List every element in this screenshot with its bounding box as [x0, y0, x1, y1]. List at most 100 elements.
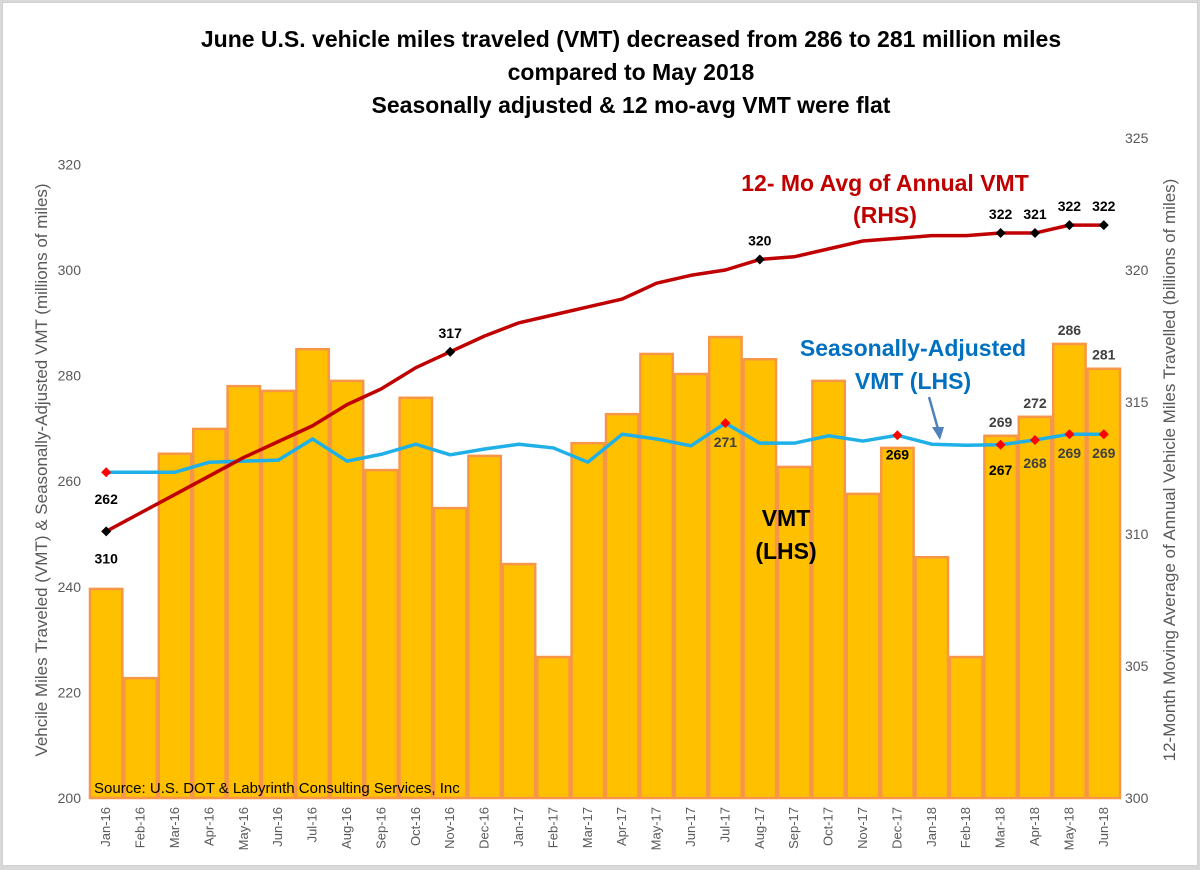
- arrow-head-icon: [932, 427, 944, 440]
- left-tick-label: 280: [58, 368, 82, 384]
- avg-marker-27: [1030, 228, 1040, 239]
- x-tick-label: Dec-17: [889, 807, 904, 849]
- sa-marker-23: [892, 430, 903, 441]
- avg-marker-10: [445, 346, 456, 357]
- x-tick-label: May-18: [1061, 807, 1076, 850]
- bar-aug-17: [742, 357, 778, 800]
- title-line-3: Seasonally adjusted & 12 mo-avg VMT were…: [372, 92, 891, 118]
- avg-data-label: 320: [748, 232, 772, 248]
- sa-data-label: 269: [1058, 445, 1082, 461]
- x-axis-ticks: Jan-16 Feb-16 Mar-16 Apr-16 May-16 Jun-16 Jul-…: [98, 807, 1111, 850]
- sa-data-label: 269: [886, 446, 910, 462]
- avg-data-label: 317: [439, 325, 463, 341]
- bar-data-label: 281: [1092, 347, 1116, 363]
- seasonally-adjusted-line: [101, 418, 1109, 478]
- avg-line-path: [105, 223, 1104, 533]
- annotation-avg-line-2: (RHS): [853, 202, 917, 228]
- vmt-chart: June U.S. vehicle miles traveled (VMT) d…: [32, 26, 1179, 850]
- x-tick-label: Sep-17: [786, 807, 801, 849]
- right-axis-ticks: 300 305 310 315 320 325: [1125, 130, 1149, 806]
- right-axis-title: 12-Month Moving Average of Annual Vehicl…: [1160, 179, 1179, 762]
- bar-apr-18: [1017, 415, 1053, 800]
- sa-marker-26: [995, 439, 1006, 450]
- x-tick-label: Feb-16: [133, 807, 148, 848]
- moving-average-line: [101, 220, 1109, 537]
- x-tick-label: Jun-16: [270, 807, 285, 847]
- x-tick-label: Dec-16: [477, 807, 492, 849]
- avg-marker-26: [995, 228, 1006, 239]
- bar-data-label: 286: [1058, 322, 1082, 338]
- bar-jul-17: [707, 335, 743, 800]
- x-tick-label: Apr-16: [201, 807, 216, 846]
- right-tick-label: 300: [1125, 790, 1149, 806]
- annotation-avg-line: 12- Mo Avg of Annual VMT (RHS): [741, 170, 1029, 228]
- x-tick-label: May-17: [649, 807, 664, 850]
- bar-sep-17: [776, 465, 812, 800]
- annotation-arrow: [927, 396, 940, 430]
- source-note: Source: U.S. DOT & Labyrinth Consulting …: [94, 780, 460, 797]
- bar-nov-16: [432, 506, 468, 800]
- bar-mar-16: [157, 452, 193, 800]
- bar-jun-18: [1086, 367, 1122, 800]
- right-tick-label: 325: [1125, 130, 1149, 146]
- bar-mar-18: [983, 434, 1019, 800]
- left-tick-label: 220: [58, 684, 82, 700]
- x-tick-label: Aug-16: [339, 807, 354, 849]
- right-tick-label: 320: [1125, 262, 1149, 278]
- x-tick-label: Jul-17: [717, 807, 732, 842]
- annotation-avg-line-1: 12- Mo Avg of Annual VMT: [741, 170, 1029, 196]
- sa-data-label: 269: [1092, 445, 1116, 461]
- sa-data-label: 271: [714, 434, 738, 450]
- bar-feb-18: [948, 655, 984, 800]
- right-tick-label: 315: [1125, 394, 1149, 410]
- avg-marker-29: [1098, 220, 1109, 231]
- bar-dec-16: [467, 454, 503, 800]
- bar-apr-16: [191, 427, 227, 800]
- right-tick-label: 305: [1125, 658, 1149, 674]
- bar-oct-16: [398, 396, 434, 800]
- x-tick-label: Jun-17: [683, 807, 698, 847]
- sa-marker-28: [1064, 429, 1075, 440]
- left-tick-label: 200: [58, 790, 82, 806]
- bar-dec-17: [879, 446, 915, 800]
- sa-data-label: 267: [989, 462, 1013, 478]
- sa-marker-27: [1030, 435, 1040, 446]
- x-tick-label: Mar-17: [580, 807, 595, 848]
- x-tick-label: Oct-16: [408, 807, 423, 846]
- x-tick-label: Feb-17: [545, 807, 560, 848]
- sa-data-label: 268: [1023, 455, 1047, 471]
- sa-marker-18: [720, 418, 731, 429]
- bar-aug-16: [329, 379, 365, 800]
- x-tick-label: Apr-17: [614, 807, 629, 846]
- x-tick-label: May-16: [236, 807, 251, 850]
- left-tick-label: 240: [58, 579, 82, 595]
- x-tick-label: Jan-16: [98, 807, 113, 847]
- avg-marker-0: [101, 526, 112, 537]
- sa-line-path: [106, 421, 1104, 474]
- annotation-sa-line: Seasonally-Adjusted VMT (LHS): [800, 335, 1026, 440]
- title-line-1: June U.S. vehicle miles traveled (VMT) d…: [201, 26, 1061, 52]
- bar-jan-18: [914, 555, 950, 800]
- x-tick-label: Feb-18: [958, 807, 973, 848]
- annotation-sa-line-1: Seasonally-Adjusted: [800, 335, 1026, 361]
- sa-marker-29: [1098, 429, 1109, 440]
- bar-jan-17: [501, 562, 537, 800]
- bar-jan-16: [88, 587, 124, 800]
- data-labels: 310 317 320 322 321 322 322 262 271 269 267 268 269 2…: [95, 198, 1116, 566]
- left-axis-title: Vehcile Miles Traveled (VMT) & Seasonall…: [32, 183, 51, 756]
- x-tick-label: Mar-18: [993, 807, 1008, 848]
- bar-mar-17: [570, 441, 606, 800]
- bar-data-label: 269: [989, 414, 1013, 430]
- avg-data-label: 310: [95, 550, 119, 566]
- x-tick-label: Jun-18: [1096, 807, 1111, 847]
- x-tick-label: Jan-18: [924, 807, 939, 847]
- x-tick-label: Jan-17: [511, 807, 526, 847]
- bar-jul-16: [295, 347, 331, 800]
- x-tick-label: Jul-16: [305, 807, 320, 842]
- annotation-vmt-bars: VMT (LHS): [755, 505, 816, 564]
- avg-data-label: 322: [1058, 198, 1082, 214]
- avg-data-label: 322: [1092, 198, 1116, 214]
- bar-feb-17: [535, 655, 571, 800]
- bar-may-17: [639, 352, 675, 800]
